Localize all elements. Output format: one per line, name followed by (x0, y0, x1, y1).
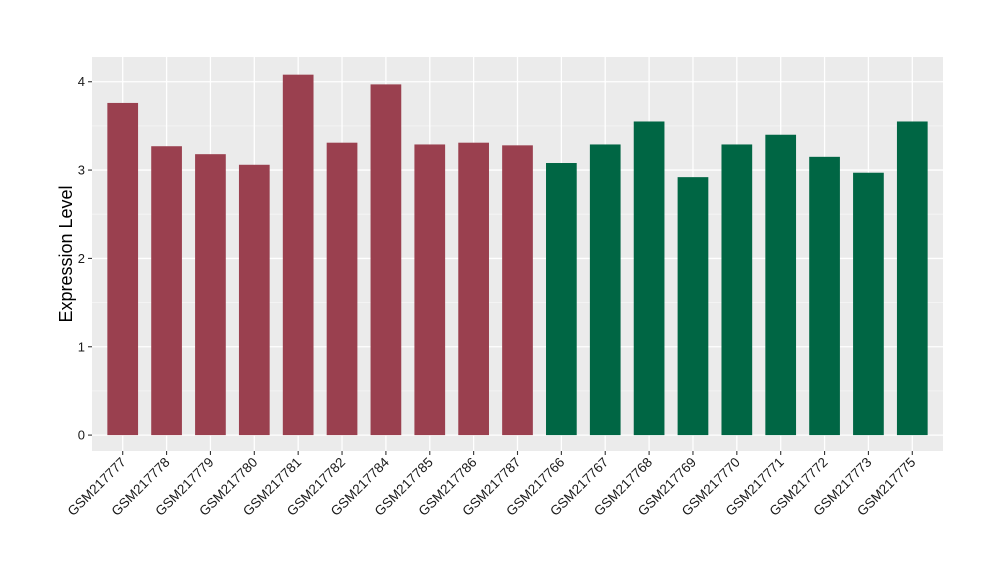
y-axis: 0 1 2 3 4 (78, 74, 92, 443)
y-tick-label: 1 (78, 339, 85, 354)
y-tick-label: 3 (78, 163, 85, 178)
bar-GSM217768 (633, 121, 665, 436)
bar-GSM217772 (809, 156, 840, 436)
bar-GSM217775 (896, 121, 928, 436)
bars (107, 74, 928, 436)
bar-GSM217782 (326, 142, 358, 436)
y-tick-label: 2 (78, 251, 85, 266)
bar-GSM217785 (414, 144, 446, 436)
bar-GSM217766 (546, 163, 577, 436)
bar-GSM217767 (589, 144, 621, 436)
bar-GSM217771 (765, 134, 797, 436)
bar-GSM217786 (458, 142, 489, 436)
bar-GSM217784 (370, 84, 402, 436)
bar-GSM217770 (721, 144, 753, 436)
bar-GSM217773 (853, 172, 884, 436)
bar-GSM217780 (238, 164, 270, 436)
bar-GSM217769 (677, 177, 709, 436)
bar-GSM217781 (282, 74, 314, 436)
bar-GSM217778 (151, 146, 182, 436)
bar-GSM217787 (502, 145, 533, 436)
bar-GSM217779 (195, 154, 226, 436)
y-tick-label: 4 (78, 74, 85, 89)
y-tick-label: 0 (78, 428, 85, 443)
bar-GSM217777 (107, 102, 139, 436)
y-axis-title: Expression Level (56, 185, 76, 322)
